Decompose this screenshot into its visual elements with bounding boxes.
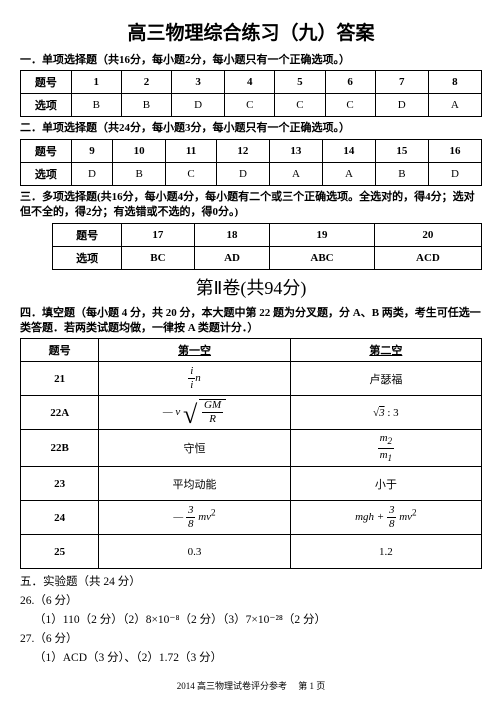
table1-a6: C — [325, 94, 375, 117]
table2-a8: D — [428, 162, 481, 185]
fill-h1: 第一空 — [99, 339, 290, 362]
table2-n1: 9 — [71, 139, 112, 162]
section3-head: 三．多项选择题(共16分，每小题4分，每小题有二个或三个正确选项。全选对的，得4… — [20, 190, 482, 221]
table2-a2: B — [113, 162, 166, 185]
fill-r25-c1: 0.3 — [99, 535, 290, 569]
table1-n2: 2 — [121, 71, 171, 94]
table2-n3: 11 — [166, 139, 217, 162]
fill-r21-c1: iin — [99, 362, 290, 396]
table3-n4: 20 — [374, 223, 481, 246]
table1-n6: 6 — [325, 71, 375, 94]
table3-a3: ABC — [270, 246, 375, 269]
table1-n3: 3 — [172, 71, 225, 94]
doc-title: 高三物理综合练习（九）答案 — [20, 18, 482, 45]
exp-26: 26.（6 分） — [20, 592, 482, 608]
section5-head: 五．实验题（共 24 分） — [20, 573, 482, 589]
table2-n7: 15 — [375, 139, 428, 162]
fill-r22b-n: 22B — [21, 430, 99, 467]
fill-r23-c1: 平均动能 — [99, 467, 290, 501]
table2-a4: D — [216, 162, 269, 185]
table2-a1: D — [71, 162, 112, 185]
table3-n2: 18 — [194, 223, 269, 246]
table3-rowlabel: 题号 — [53, 223, 122, 246]
section1-head: 一．单项选择题（共16分，每小题2分，每小题只有一个正确选项。） — [20, 53, 482, 68]
fill-table: 题号 第一空 第二空 21 iin 卢瑟福 22A — v √GMR 3 : 3… — [20, 338, 482, 569]
table3-a1: BC — [121, 246, 194, 269]
table2-a7: B — [375, 162, 428, 185]
exp-27a: （1）ACD（3 分）、（2）1.72（3 分） — [20, 649, 482, 665]
fill-r22b-c1: 守恒 — [99, 430, 290, 467]
table3-a4: ACD — [374, 246, 481, 269]
fill-r22a-n: 22A — [21, 396, 99, 430]
fill-r25-c2: 1.2 — [290, 535, 481, 569]
page-footer: 2014 高三物理试卷评分参考 第 1 页 — [20, 679, 482, 692]
section2-head: 二．单项选择题（共24分，每小题3分，每小题只有一个正确选项。） — [20, 121, 482, 136]
table2-n6: 14 — [322, 139, 375, 162]
table1-n1: 1 — [71, 71, 121, 94]
table2-n8: 16 — [428, 139, 481, 162]
exp-27: 27.（6 分） — [20, 630, 482, 646]
fill-r23-n: 23 — [21, 467, 99, 501]
part2-title: 第Ⅱ卷(共94分) — [20, 274, 482, 300]
fill-r25-n: 25 — [21, 535, 99, 569]
table1-a8: A — [428, 94, 481, 117]
table1-a7: D — [375, 94, 428, 117]
table2-rowlabel: 题号 — [21, 139, 72, 162]
fill-r21-c2: 卢瑟福 — [290, 362, 481, 396]
fill-h0: 题号 — [21, 339, 99, 362]
fill-r22b-c2: m2m1 — [290, 430, 481, 467]
table2-n4: 12 — [216, 139, 269, 162]
fill-h2: 第二空 — [290, 339, 481, 362]
fill-r21-n: 21 — [21, 362, 99, 396]
table1-a4: C — [225, 94, 275, 117]
table2-a6: A — [322, 162, 375, 185]
table2: 题号 9 10 11 12 13 14 15 16 选项 D B C D A A… — [20, 139, 482, 186]
table1-n4: 4 — [225, 71, 275, 94]
fill-r24-c2: mgh + 38 mv2 — [290, 501, 481, 535]
table2-n5: 13 — [269, 139, 322, 162]
table1-a3: D — [172, 94, 225, 117]
fill-r24-n: 24 — [21, 501, 99, 535]
table3-a2: AD — [194, 246, 269, 269]
table1-rowlabel: 题号 — [21, 71, 72, 94]
table1-a2: B — [121, 94, 171, 117]
fill-r22a-c1: — v √GMR — [99, 396, 290, 430]
table2-n2: 10 — [113, 139, 166, 162]
section4-head: 四．填空题（每小题 4 分，共 20 分，本大题中第 22 题为分叉题，分 A、… — [20, 306, 482, 337]
table3-n1: 17 — [121, 223, 194, 246]
table1-a1: B — [71, 94, 121, 117]
table1-anslabel: 选项 — [21, 94, 72, 117]
table2-a5: A — [269, 162, 322, 185]
exp-26a: （1）110（2 分）（2）8×10⁻⁸（2 分）（3）7×10⁻²⁸（2 分） — [20, 611, 482, 627]
table3: 题号 17 18 19 20 选项 BC AD ABC ACD — [52, 223, 482, 270]
table1-n7: 7 — [375, 71, 428, 94]
table1: 题号 1 2 3 4 5 6 7 8 选项 B B D C C C D A — [20, 70, 482, 117]
table1-n8: 8 — [428, 71, 481, 94]
table2-a3: C — [166, 162, 217, 185]
table3-anslabel: 选项 — [53, 246, 122, 269]
fill-r24-c1: — 38 mv2 — [99, 501, 290, 535]
table2-anslabel: 选项 — [21, 162, 72, 185]
table3-n3: 19 — [270, 223, 375, 246]
fill-r22a-c2: 3 : 3 — [290, 396, 481, 430]
table1-n5: 5 — [275, 71, 325, 94]
table1-a5: C — [275, 94, 325, 117]
fill-r23-c2: 小于 — [290, 467, 481, 501]
